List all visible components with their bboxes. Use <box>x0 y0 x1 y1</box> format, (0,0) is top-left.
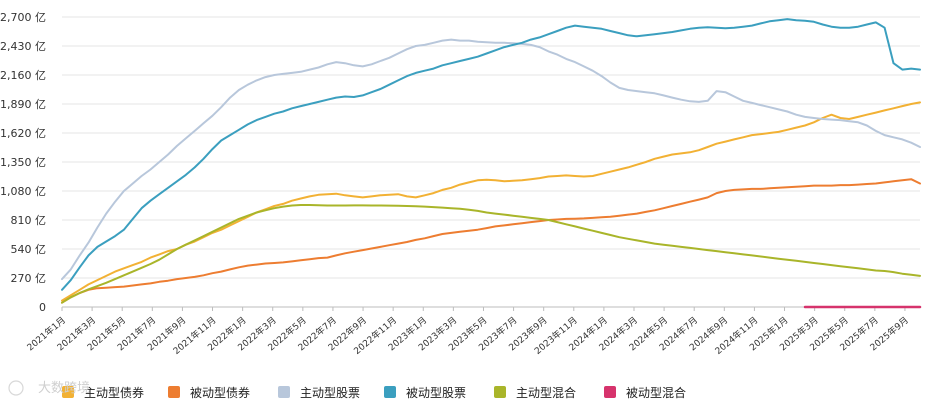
y-tick-label: 1,350 亿 <box>0 156 46 169</box>
y-tick-label: 2,430 亿 <box>0 40 46 53</box>
y-axis-ticks: 0 270 亿 540 亿 810 亿 1,080 亿 1,350 亿 1,620 亿 1,8… <box>0 11 46 314</box>
series-line-主动型混合 <box>61 204 921 304</box>
y-tick-label: 270 亿 <box>11 272 47 285</box>
legend-label-主动型股票: 主动型股票 <box>300 386 360 400</box>
watermark-logo-icon <box>8 380 24 396</box>
series-line-被动型债券 <box>61 178 921 304</box>
legend: 主动型债券 被动型债券 主动型股票 被动型股票 主动型混合 被动型混合 <box>62 385 686 400</box>
legend-label-主动型债券: 主动型债券 <box>84 385 144 400</box>
legend-label-被动型混合: 被动型混合 <box>626 385 686 400</box>
y-tick-label: 2,160 亿 <box>0 69 46 82</box>
legend-label-被动型债券: 被动型债券 <box>190 385 250 400</box>
legend-swatch-主动型债券 <box>62 386 74 398</box>
x-axis-ticks: 2021年1月2021年3月2021年5月2021年7月2021年9月2021年… <box>24 314 910 357</box>
watermark-text: 大数跨境 <box>38 381 90 396</box>
y-tick-label: 540 亿 <box>11 243 47 256</box>
y-tick-label: 1,080 亿 <box>0 185 46 198</box>
legend-label-被动型股票: 被动型股票 <box>406 386 466 400</box>
legend-swatch-主动型股票 <box>278 386 290 398</box>
series-line-被动型股票 <box>61 18 921 291</box>
series-line-主动型债券 <box>61 101 921 302</box>
watermark: 大数跨境 <box>8 380 90 396</box>
legend-swatch-被动型债券 <box>168 386 180 398</box>
y-tick-label: 1,620 亿 <box>0 127 46 140</box>
y-tick-label: 810 亿 <box>11 214 47 227</box>
y-tick-label: 0 <box>39 301 46 314</box>
legend-swatch-被动型股票 <box>384 386 396 398</box>
grid-layer <box>61 16 920 311</box>
legend-swatch-被动型混合 <box>604 386 616 398</box>
series-layer <box>61 18 922 309</box>
legend-label-主动型混合: 主动型混合 <box>516 385 576 400</box>
legend-swatch-主动型混合 <box>494 386 506 398</box>
y-tick-label: 1,890 亿 <box>0 98 46 111</box>
y-tick-label: 2,700 亿 <box>0 11 46 24</box>
series-line-主动型股票 <box>61 38 921 281</box>
